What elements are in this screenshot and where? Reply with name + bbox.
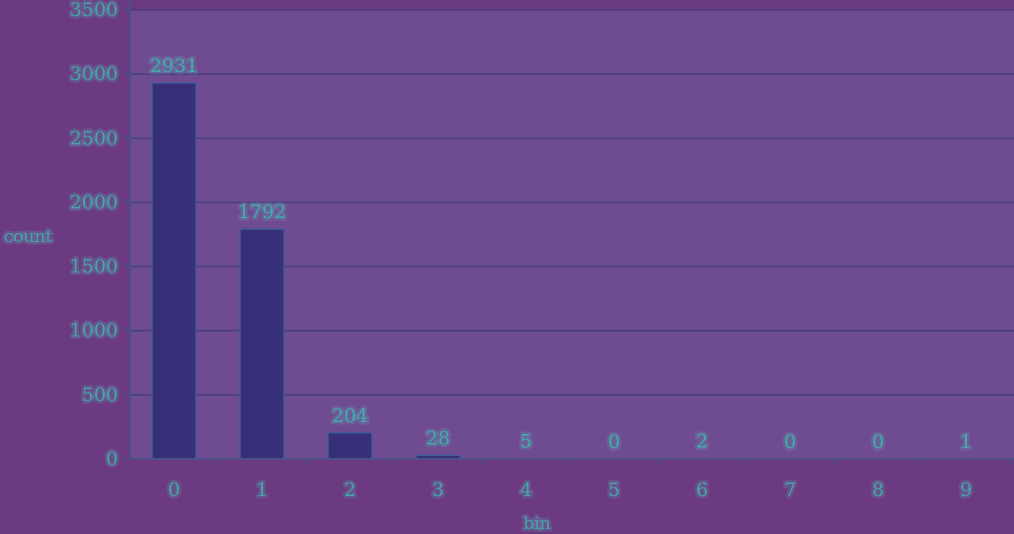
bar xyxy=(240,229,284,459)
bar xyxy=(152,82,196,459)
x-tick-label: 1 xyxy=(256,479,268,501)
data-label: 0 xyxy=(608,431,620,453)
y-ticks: 0 500 1000 1500 2000 2500 3000 3500 xyxy=(67,0,130,473)
y-tick-label: 1500 xyxy=(70,256,118,278)
x-axis-label: bin xyxy=(523,514,550,534)
x-ticks: 0 1 2 3 4 5 6 7 8 9 xyxy=(165,459,1011,504)
x-tick-label: 2 xyxy=(344,479,356,501)
bar xyxy=(328,432,372,459)
data-label: 2 xyxy=(696,431,708,453)
y-axis-label: count xyxy=(4,227,53,247)
y-tick-label: 1000 xyxy=(70,320,118,342)
bar xyxy=(416,455,460,459)
data-label: 1792 xyxy=(238,201,286,223)
data-label: 0 xyxy=(784,431,796,453)
x-tick-label: 3 xyxy=(432,479,444,501)
x-tick-label: 0 xyxy=(168,479,180,501)
y-tick-label: 500 xyxy=(82,384,118,406)
data-label: 204 xyxy=(332,405,368,427)
x-tick-label: 5 xyxy=(608,479,620,501)
data-label: 5 xyxy=(520,430,532,452)
data-label: 2931 xyxy=(150,55,198,77)
x-tick-label: 9 xyxy=(960,479,972,501)
y-tick-label: 3000 xyxy=(70,63,118,85)
data-labels: 2931 1792 204 28 5 0 2 0 0 1 xyxy=(147,52,974,455)
data-label: 1 xyxy=(960,431,972,453)
x-tick-label: 8 xyxy=(872,479,884,501)
x-tick-label: 4 xyxy=(520,479,532,501)
y-tick-label: 2500 xyxy=(70,127,118,149)
y-tick-label: 3500 xyxy=(70,0,118,21)
y-tick-label: 0 xyxy=(106,448,118,470)
x-tick-label: 6 xyxy=(696,479,708,501)
axes xyxy=(129,0,1014,460)
data-label: 0 xyxy=(872,431,884,453)
y-tick-label: 2000 xyxy=(70,191,118,213)
data-label: 28 xyxy=(426,427,450,449)
x-tick-label: 7 xyxy=(784,479,796,501)
